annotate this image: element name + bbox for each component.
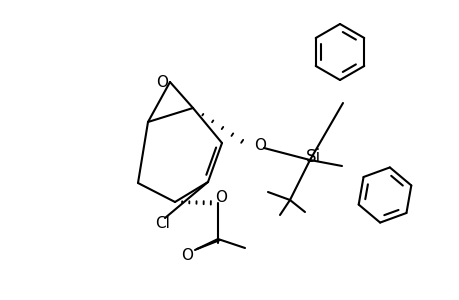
Text: Cl: Cl — [155, 217, 170, 232]
Text: O: O — [214, 190, 226, 205]
Text: O: O — [253, 137, 265, 152]
Text: Si: Si — [305, 148, 320, 166]
Text: O: O — [180, 248, 193, 263]
Text: O: O — [156, 74, 168, 89]
